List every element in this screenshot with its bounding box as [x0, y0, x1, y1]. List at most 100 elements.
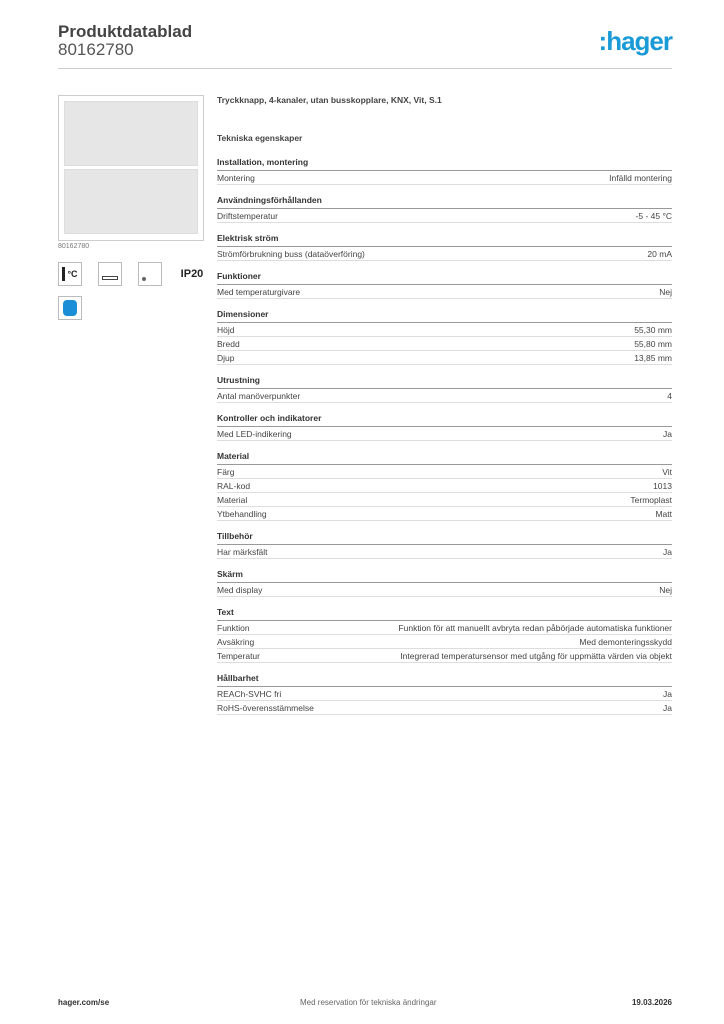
- spec-label: RoHS-överensstämmelse: [217, 703, 314, 713]
- spec-panel: Tryckknapp, 4-kanaler, utan busskopplare…: [217, 95, 672, 725]
- spec-section: Tillbehör Har märksfält Ja: [217, 531, 672, 559]
- product-title: Tryckknapp, 4-kanaler, utan busskopplare…: [217, 95, 442, 105]
- spec-row: Djup 13,85 mm: [217, 351, 672, 365]
- spec-row: REACh-SVHC fri Ja: [217, 687, 672, 701]
- spec-section: Hållbarhet REACh-SVHC fri Ja RoHS-överensst…: [217, 673, 672, 715]
- spec-value: Med demonteringsskydd: [579, 637, 672, 647]
- spec-value: Funktion för att manuellt avbryta redan …: [398, 623, 672, 633]
- temperature-icon: °C: [58, 262, 82, 286]
- spec-row: Färg Vit: [217, 465, 672, 479]
- spec-value: Infälld montering: [609, 173, 672, 183]
- spec-label: Temperatur: [217, 651, 260, 661]
- spec-row: Med display Nej: [217, 583, 672, 597]
- spec-value: 55,80 mm: [634, 339, 672, 349]
- spec-label: Montering: [217, 173, 255, 183]
- spec-section: Skärm Med display Nej: [217, 569, 672, 597]
- footer-note: Med reservation för tekniska ändringar: [300, 998, 437, 1007]
- led-icon: [138, 262, 162, 286]
- spec-section: Elektrisk ström Strömförbrukning buss (da…: [217, 233, 672, 261]
- spec-label: Funktion: [217, 623, 250, 633]
- spec-value: Ja: [663, 703, 672, 713]
- spec-value: Vit: [662, 467, 672, 477]
- display-icon: [98, 262, 122, 286]
- spec-label: REACh-SVHC fri: [217, 689, 282, 699]
- spec-value: Nej: [659, 585, 672, 595]
- spec-row: Med LED-indikering Ja: [217, 427, 672, 441]
- spec-section: Utrustning Antal manöverpunkter 4: [217, 375, 672, 403]
- section-title: Text: [217, 607, 672, 621]
- spec-value: Nej: [659, 287, 672, 297]
- section-title: Dimensioner: [217, 309, 672, 323]
- spec-section: Funktioner Med temperaturgivare Nej: [217, 271, 672, 299]
- section-title: Tillbehör: [217, 531, 672, 545]
- section-title: Installation, montering: [217, 157, 672, 171]
- spec-section: Material Färg Vit RAL-kod 1013 Material Termop…: [217, 451, 672, 521]
- spec-row: Montering Infälld montering: [217, 171, 672, 185]
- spec-value: 4: [667, 391, 672, 401]
- tech-heading: Tekniska egenskaper: [217, 133, 303, 143]
- spec-row: Ytbehandling Matt: [217, 507, 672, 521]
- spec-row: Avsäkring Med demonteringsskydd: [217, 635, 672, 649]
- section-title: Användningsförhållanden: [217, 195, 672, 209]
- spec-value: Termoplast: [630, 495, 672, 505]
- spec-value: 55,30 mm: [634, 325, 672, 335]
- spec-label: Driftstemperatur: [217, 211, 278, 221]
- spec-label: Med LED-indikering: [217, 429, 292, 439]
- section-title: Kontroller och indikatorer: [217, 413, 672, 427]
- page-title: Produktdatablad: [58, 22, 193, 41]
- spec-value: Ja: [663, 547, 672, 557]
- spec-value: -5 - 45 °C: [635, 211, 672, 221]
- spec-label: Avsäkring: [217, 637, 255, 647]
- spec-value: Ja: [663, 429, 672, 439]
- spec-row: Driftstemperatur -5 - 45 °C: [217, 209, 672, 223]
- footer-date: 19.03.2026: [631, 998, 672, 1007]
- spec-section: Installation, montering Montering Infälld …: [217, 157, 672, 185]
- spec-label: Med display: [217, 585, 263, 595]
- spec-label: Antal manöverpunkter: [217, 391, 301, 401]
- spec-value: Integrerad temperatursensor med utgång f…: [400, 651, 672, 661]
- product-image: [58, 95, 204, 241]
- spec-row: Strömförbrukning buss (dataöverföring) 20…: [217, 247, 672, 261]
- image-reference: 80162780: [58, 243, 90, 250]
- spec-row: Temperatur Integrerad temperatursensor me…: [217, 649, 672, 663]
- hager-logo: :hager: [598, 26, 673, 56]
- spec-row: RoHS-överensstämmelse Ja: [217, 701, 672, 715]
- spec-row: RAL-kod 1013: [217, 479, 672, 493]
- spec-section: Användningsförhållanden Driftstemperatur -…: [217, 195, 672, 223]
- section-title: Utrustning: [217, 375, 672, 389]
- spec-label: Ytbehandling: [217, 509, 267, 519]
- section-title: Elektrisk ström: [217, 233, 672, 247]
- section-title: Skärm: [217, 569, 672, 583]
- spec-label: Med temperaturgivare: [217, 287, 301, 297]
- ip20-icon: IP20: [180, 268, 204, 280]
- spec-section: Dimensioner Höjd 55,30 mm Bredd 55,80 mm Djup…: [217, 309, 672, 365]
- spec-row: Har märksfält Ja: [217, 545, 672, 559]
- spec-section: Kontroller och indikatorer Med LED-indike…: [217, 413, 672, 441]
- spec-label: Har märksfält: [217, 547, 268, 557]
- spec-label: Bredd: [217, 339, 240, 349]
- header-divider: [58, 68, 672, 69]
- easy-tool-icon: [58, 296, 82, 320]
- spec-label: Djup: [217, 353, 235, 363]
- spec-value: 13,85 mm: [634, 353, 672, 363]
- icon-list: °C IP20: [58, 262, 208, 320]
- spec-row: Bredd 55,80 mm: [217, 337, 672, 351]
- section-title: Funktioner: [217, 271, 672, 285]
- spec-label: Höjd: [217, 325, 235, 335]
- spec-row: Antal manöverpunkter 4: [217, 389, 672, 403]
- spec-value: 20 mA: [647, 249, 672, 259]
- product-number: 80162780: [58, 40, 134, 59]
- spec-value: Ja: [663, 689, 672, 699]
- spec-label: Färg: [217, 467, 235, 477]
- spec-value: Matt: [655, 509, 672, 519]
- spec-label: Material: [217, 495, 248, 505]
- spec-row: Med temperaturgivare Nej: [217, 285, 672, 299]
- footer-website[interactable]: hager.com/se: [58, 998, 110, 1007]
- spec-row: Funktion Funktion för att manuellt avbryt…: [217, 621, 672, 635]
- spec-value: 1013: [653, 481, 672, 491]
- spec-row: Material Termoplast: [217, 493, 672, 507]
- spec-row: Höjd 55,30 mm: [217, 323, 672, 337]
- section-title: Hållbarhet: [217, 673, 672, 687]
- section-title: Material: [217, 451, 672, 465]
- spec-label: Strömförbrukning buss (dataöverföring): [217, 249, 365, 259]
